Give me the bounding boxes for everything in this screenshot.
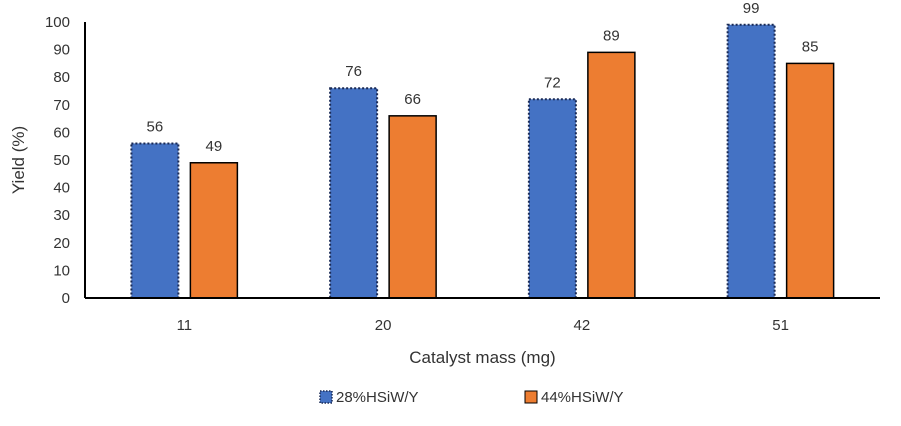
data-label: 89 [603, 27, 620, 44]
bar-series-1 [527, 98, 577, 299]
bar-series-1 [726, 23, 776, 299]
y-axis-title: Yield (%) [9, 126, 28, 194]
legend: 28%HSiW/Y 44%HSiW/Y [319, 389, 624, 406]
y-tick-label: 50 [53, 152, 70, 169]
bar-series-1 [130, 142, 180, 299]
data-label: 49 [206, 138, 223, 155]
data-label: 66 [404, 91, 421, 108]
y-tick-label: 40 [53, 180, 70, 197]
data-label: 99 [743, 0, 760, 17]
y-axis-ticks: 0 10 20 30 40 50 60 70 80 90 100 [45, 14, 70, 307]
bar-series-2 [388, 115, 437, 299]
data-label: 72 [544, 74, 561, 91]
x-tick-label: 42 [574, 317, 591, 334]
legend-swatch [319, 390, 333, 404]
y-tick-label: 10 [53, 262, 70, 279]
x-axis-title: Catalyst mass (mg) [409, 348, 555, 367]
bar-series-2 [785, 62, 835, 299]
y-tick-label: 70 [53, 97, 70, 114]
data-label: 76 [345, 63, 362, 80]
data-label: 56 [147, 118, 164, 135]
y-tick-label: 60 [53, 124, 70, 141]
legend-swatch [524, 390, 538, 404]
bar-series [130, 23, 835, 299]
y-tick-label: 30 [53, 207, 70, 224]
bar-series-2 [587, 51, 636, 299]
y-tick-label: 100 [45, 14, 70, 31]
y-tick-label: 90 [53, 42, 70, 59]
x-tick-label: 20 [375, 317, 392, 334]
data-label: 85 [802, 38, 819, 55]
legend-label: 44%HSiW/Y [541, 389, 624, 406]
y-tick-label: 20 [53, 235, 70, 252]
x-axis-ticks: 11 20 42 51 [177, 317, 789, 334]
x-tick-label: 11 [177, 317, 193, 334]
bar-series-1 [329, 87, 379, 299]
legend-label: 28%HSiW/Y [336, 389, 419, 406]
data-labels: 56 76 72 99 49 66 89 85 [147, 0, 819, 155]
x-tick-label: 51 [772, 317, 789, 334]
bar-series-2 [189, 162, 239, 299]
y-tick-label: 80 [53, 69, 70, 86]
y-tick-label: 0 [62, 290, 70, 307]
